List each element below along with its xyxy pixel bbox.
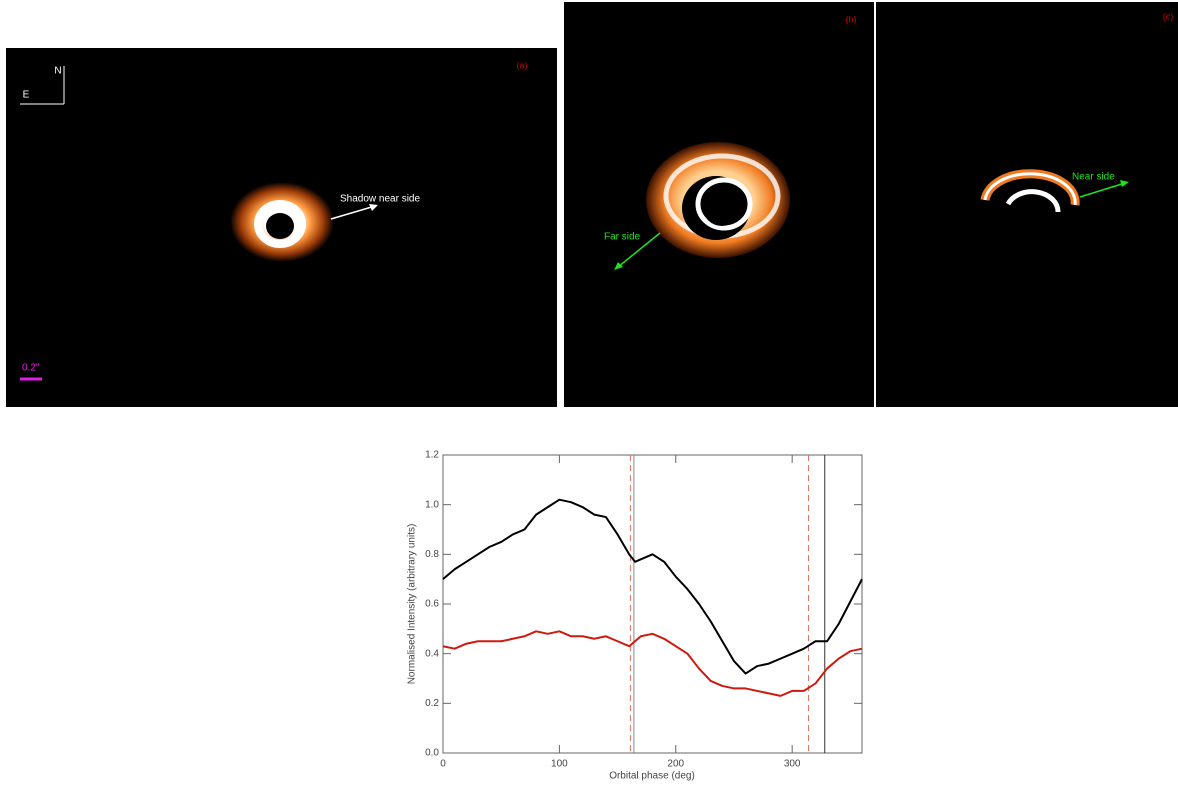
annotation: Near side <box>1072 172 1115 183</box>
y-tick-label: 0.6 <box>425 599 439 610</box>
x-tick-label: 300 <box>784 759 801 770</box>
chart: Orbital phase (deg) Normalised Intensity… <box>407 450 862 782</box>
data-line <box>443 500 862 674</box>
hole <box>703 190 741 226</box>
scale-label: 0.2" <box>22 363 40 374</box>
hole <box>266 213 294 239</box>
x-axis-label: Orbital phase (deg) <box>609 771 695 782</box>
y-axis-label: Normalised Intensity (arbitrary units) <box>407 524 418 685</box>
annotation: Shadow near side <box>340 194 420 205</box>
y-tick-label: 0.4 <box>425 648 439 659</box>
figure: N E (a) Shadow near side 0.2" (b) Far si… <box>0 0 1178 788</box>
y-tick-label: 1.2 <box>425 450 439 461</box>
panel-label: (a) <box>517 60 528 70</box>
panel-label: (b) <box>846 14 857 24</box>
y-tick-label: 0.8 <box>425 549 439 560</box>
panel-label: (c) <box>1163 11 1174 21</box>
north-label: N <box>54 66 61 77</box>
y-tick-label: 1.0 <box>425 499 439 510</box>
x-tick-label: 0 <box>440 759 446 770</box>
x-tick-label: 100 <box>551 759 568 770</box>
east-label: E <box>23 90 30 101</box>
panel-c <box>876 2 1178 407</box>
y-tick-label: 0.2 <box>425 698 439 709</box>
plot-frame <box>443 455 862 753</box>
annotation: Far side <box>604 232 641 243</box>
data-line <box>443 631 862 696</box>
y-tick-label: 0.0 <box>425 748 439 759</box>
page: N E (a) Shadow near side 0.2" (b) Far si… <box>0 0 1178 788</box>
x-tick-label: 200 <box>667 759 684 770</box>
